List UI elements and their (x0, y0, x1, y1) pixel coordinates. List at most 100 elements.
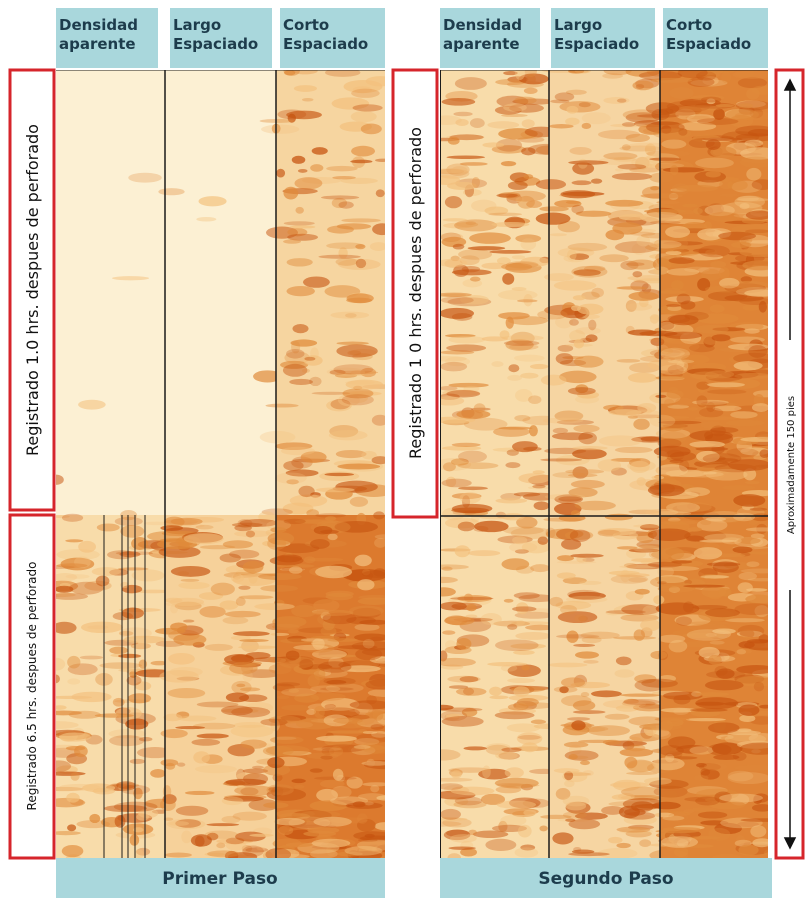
log-streak (509, 172, 530, 183)
log-streak (204, 830, 238, 839)
log-streak (703, 336, 716, 348)
log-streak (440, 576, 458, 584)
log-streak (275, 554, 303, 563)
log-streak (326, 242, 365, 249)
log-streak (559, 686, 569, 694)
log-streak (169, 597, 205, 607)
log-streak (734, 603, 768, 616)
log-streak (56, 695, 93, 700)
log-streak (727, 343, 768, 351)
log-streak (733, 361, 763, 371)
log-streak (457, 521, 475, 532)
log-streak (636, 477, 646, 486)
log-streak (485, 744, 511, 755)
log-streak (740, 436, 768, 442)
log-streak (670, 165, 679, 176)
log-streak (556, 634, 600, 639)
log-streak (705, 633, 717, 638)
log-streak (198, 592, 224, 600)
log-streak (726, 447, 759, 458)
log-streak (306, 752, 339, 760)
log-streak (597, 129, 641, 140)
log-streak (315, 487, 355, 493)
log-streak (530, 564, 551, 573)
log-streak (629, 167, 661, 173)
log-streak (705, 468, 748, 481)
log-streak (440, 115, 462, 126)
log-streak (183, 533, 224, 545)
log-streak (696, 381, 710, 390)
log-streak (451, 442, 481, 447)
log-streak (234, 524, 252, 532)
log-streak (727, 770, 754, 782)
log-streak (288, 566, 303, 574)
log-streak (462, 495, 471, 508)
footer-box (56, 858, 385, 898)
log-streak (292, 70, 318, 75)
log-streak (710, 260, 727, 268)
log-streak (325, 683, 364, 693)
log-streak (738, 572, 757, 581)
log-streak (458, 486, 489, 491)
log-streak (327, 533, 338, 541)
log-streak (181, 830, 192, 844)
log-streak (734, 195, 766, 209)
log-streak (696, 785, 716, 792)
log-streak (656, 415, 690, 419)
log-streak (632, 80, 654, 91)
log-streak (329, 746, 344, 757)
log-streak (461, 707, 478, 717)
log-streak (512, 536, 528, 545)
log-streak (540, 374, 567, 386)
log-streak (603, 404, 624, 411)
log-streak (661, 139, 687, 149)
log-streak (240, 687, 261, 692)
log-streak (650, 337, 665, 346)
log-streak (358, 594, 385, 600)
track-header: Corto Espaciado (666, 16, 751, 53)
label-box (8, 513, 56, 860)
log-streak (566, 717, 591, 721)
log-streak (651, 121, 680, 126)
log-streak (605, 229, 625, 241)
log-streak (657, 566, 674, 578)
log-streak (501, 113, 528, 118)
log-streak (646, 150, 691, 158)
log-streak (688, 836, 721, 840)
log-streak (351, 145, 376, 157)
log-streak (573, 424, 600, 433)
log-streak (487, 121, 520, 129)
log-streak (564, 771, 574, 781)
log-streak (640, 619, 661, 632)
log-streak (518, 473, 551, 484)
log-streak (240, 739, 267, 749)
log-streak (685, 115, 710, 120)
log-streak (120, 524, 145, 538)
log-streak (733, 352, 768, 364)
log-streak (648, 240, 682, 249)
log-streak (505, 462, 521, 469)
log-streak (116, 781, 136, 789)
log-streak (235, 597, 246, 607)
log-streak (503, 340, 540, 346)
log-streak (210, 582, 235, 596)
log-streak (573, 643, 596, 647)
log-streak (444, 356, 471, 367)
log-streak (654, 575, 688, 584)
log-streak (685, 717, 726, 722)
log-streak (286, 110, 322, 120)
log-streak (286, 348, 305, 359)
log-streak (447, 181, 477, 190)
log-streak (440, 821, 462, 827)
log-streak (345, 313, 357, 318)
log-streak (306, 708, 316, 716)
log-streak (363, 801, 374, 806)
log-streak (623, 698, 639, 704)
log-streak (735, 835, 746, 846)
log-streak (294, 177, 323, 190)
log-streak (524, 70, 537, 78)
log-streak (283, 221, 315, 226)
log-streak (319, 779, 345, 789)
log-streak (234, 530, 273, 538)
log-streak (735, 649, 752, 654)
